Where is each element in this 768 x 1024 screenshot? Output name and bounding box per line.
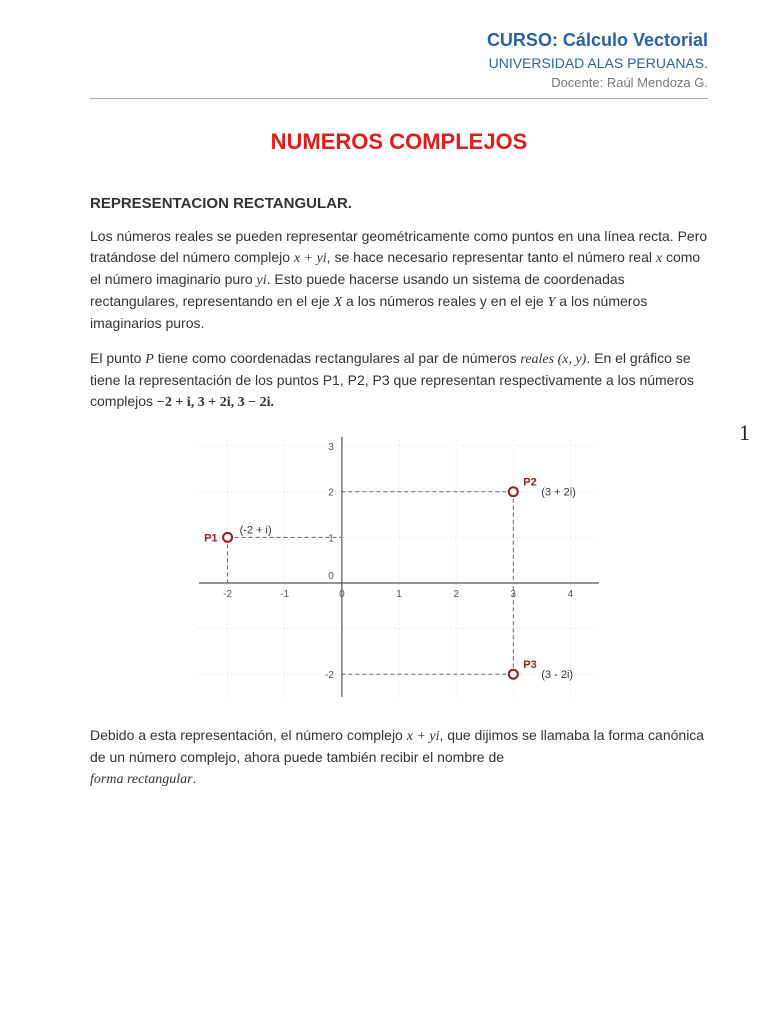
p2-text-b: tiene como coordenadas rectangulares al … bbox=[154, 350, 521, 366]
p3-math-1: x + yi bbox=[407, 729, 440, 744]
page-number: 1 bbox=[739, 420, 750, 446]
p3-text-c: . bbox=[193, 770, 197, 786]
university-name: UNIVERSIDAD ALAS PERUANAS. bbox=[90, 55, 708, 71]
svg-text:2: 2 bbox=[453, 589, 459, 600]
svg-text:0: 0 bbox=[328, 571, 334, 582]
p2-text-a: El punto bbox=[90, 350, 145, 366]
svg-text:(3 - 2i): (3 - 2i) bbox=[541, 669, 573, 681]
svg-text:1: 1 bbox=[396, 589, 402, 600]
header-divider bbox=[90, 98, 708, 99]
svg-text:-1: -1 bbox=[280, 589, 289, 600]
svg-text:(3 + 2i): (3 + 2i) bbox=[541, 487, 576, 499]
p2-math-3: −2 + i, 3 + 2i, 3 − 2i. bbox=[157, 395, 274, 410]
svg-text:1: 1 bbox=[328, 533, 334, 544]
p1-math-4: X bbox=[334, 295, 343, 310]
p1-math-1: x + yi bbox=[294, 251, 327, 266]
p1-math-3: yi bbox=[257, 273, 267, 288]
course-title: CURSO: Cálculo Vectorial bbox=[90, 30, 708, 51]
svg-text:P2: P2 bbox=[523, 477, 536, 489]
p3-math-2: forma rectangular bbox=[90, 772, 193, 787]
svg-text:4: 4 bbox=[568, 589, 574, 600]
p1-text-e: a los números reales y en el eje bbox=[342, 293, 547, 309]
paragraph-2: El punto P tiene como coordenadas rectan… bbox=[90, 348, 708, 413]
p2-math-2: reales (x, y) bbox=[520, 352, 586, 367]
p1-text-b: , se hace necesario representar tanto el… bbox=[327, 249, 656, 265]
svg-text:-2: -2 bbox=[223, 589, 232, 600]
svg-text:P1: P1 bbox=[204, 532, 217, 544]
paragraph-3: Debido a esta representación, el número … bbox=[90, 725, 708, 790]
section-title: REPRESENTACION RECTANGULAR. bbox=[90, 195, 708, 212]
paragraph-1: Los números reales se pueden representar… bbox=[90, 226, 708, 334]
svg-text:(-2 + i): (-2 + i) bbox=[240, 524, 272, 536]
svg-text:-2: -2 bbox=[325, 670, 334, 681]
svg-text:0: 0 bbox=[339, 589, 345, 600]
main-title: NUMEROS COMPLEJOS bbox=[90, 129, 708, 155]
p2-math-1: P bbox=[145, 352, 154, 367]
p3-text-a: Debido a esta representación, el número … bbox=[90, 727, 407, 743]
svg-text:3: 3 bbox=[328, 442, 334, 453]
docente-label: Docente: Raúl Mendoza G. bbox=[90, 75, 708, 90]
svg-text:P3: P3 bbox=[523, 659, 536, 671]
complex-plane-chart: -2-101234-21230P1(-2 + i)P2(3 + 2i)P3(3 … bbox=[189, 427, 609, 707]
svg-text:2: 2 bbox=[328, 488, 334, 499]
